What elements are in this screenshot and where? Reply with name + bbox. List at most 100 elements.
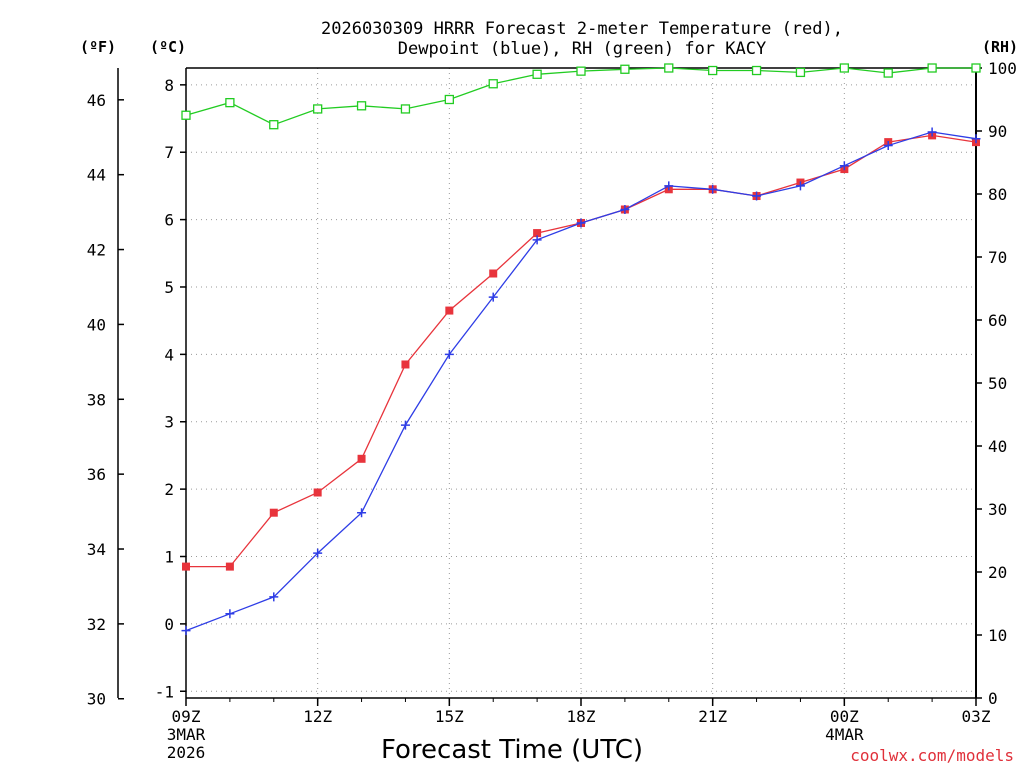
rh-point [576, 66, 586, 76]
rh-point [532, 69, 542, 79]
celsius-tick-label: 6 [164, 211, 174, 230]
rh-tick-label: 100 [988, 59, 1017, 78]
fahrenheit-tick-label: 36 [87, 465, 106, 484]
dewpoint-point [357, 508, 367, 518]
rh-point [400, 104, 411, 114]
rh-tick-label: 60 [988, 311, 1007, 330]
x-tick-label: 09Z [172, 707, 201, 726]
rh-tick-label: 30 [988, 500, 1007, 519]
fahrenheit-tick-label: 40 [87, 315, 106, 334]
dewpoint-line [185, 131, 977, 632]
rh-point [839, 63, 849, 73]
temperature-point [182, 562, 190, 571]
x-tick-label: 18Z [567, 707, 596, 726]
dewpoint-point [839, 161, 849, 171]
fahrenheit-tick-label: 46 [87, 91, 106, 110]
celsius-tick-label: 1 [164, 548, 174, 567]
x-tick-label: 21Z [698, 707, 727, 726]
fahrenheit-tick-label: 32 [87, 615, 106, 634]
rh-point [181, 110, 191, 120]
dewpoint-point [664, 181, 674, 191]
fahrenheit-tick-label: 34 [87, 540, 106, 559]
temperature-point [445, 306, 454, 315]
rh-tick-label: 70 [988, 248, 1007, 267]
celsius-tick-label: 0 [164, 615, 174, 634]
dewpoint-point [927, 127, 937, 137]
rh-point [883, 68, 893, 78]
dewpoint-point [488, 292, 498, 302]
chart-title-line1: 2026030309 HRRR Forecast 2-meter Tempera… [321, 19, 843, 39]
celsius-unit-label: (ºC) [150, 38, 186, 56]
dewpoint-point [576, 218, 586, 228]
celsius-tick-label: 8 [164, 76, 174, 95]
rh-point [751, 65, 762, 76]
rh-point [313, 104, 323, 114]
rh-unit-label: (RH) [982, 38, 1018, 56]
x-axis-title: Forecast Time (UTC) [381, 735, 643, 765]
temperature-line [186, 134, 977, 568]
chart-title-line2: Dewpoint (blue), RH (green) for KACY [398, 39, 766, 59]
rh-point [225, 98, 235, 108]
rh-tick-label: 90 [988, 122, 1007, 141]
dewpoint-point [400, 420, 410, 430]
celsius-tick-label: 7 [164, 143, 174, 162]
fahrenheit-tick-label: 42 [87, 241, 106, 260]
rh-point [356, 101, 367, 111]
dewpoint-point [225, 609, 235, 619]
fahrenheit-tick-label: 38 [87, 390, 106, 409]
dewpoint-point [181, 626, 191, 636]
rh-point [708, 65, 718, 76]
x-tick-label: 15Z [435, 707, 464, 726]
rh-line [185, 67, 976, 126]
rh-point [444, 94, 454, 105]
dewpoint-point [313, 548, 323, 558]
dewpoint-point [883, 140, 893, 150]
fahrenheit-unit-label: (ºF) [80, 38, 116, 56]
temperature-point [225, 562, 234, 571]
credit-text: coolwx.com/models [850, 746, 1014, 765]
rh-point [488, 79, 498, 89]
x-tick-date-label: 3MAR [167, 725, 206, 744]
dewpoint-point [971, 134, 981, 144]
dewpoint-point [620, 204, 630, 214]
rh-point [927, 63, 937, 73]
celsius-tick-label: 2 [164, 480, 174, 499]
dewpoint-point [269, 592, 279, 602]
rh-tick-label: 0 [988, 689, 998, 708]
rh-point [664, 63, 674, 73]
tick-labels: -101234567830323436384042444601020304050… [87, 59, 1017, 762]
dewpoint-point [708, 184, 718, 194]
rh-point [269, 120, 279, 130]
rh-tick-label: 50 [988, 374, 1007, 393]
rh-tick-label: 40 [988, 437, 1007, 456]
fahrenheit-tick-label: 30 [87, 690, 106, 709]
x-tick-label: 12Z [303, 707, 332, 726]
rh-tick-label: 10 [988, 626, 1007, 645]
x-tick-label: 03Z [962, 707, 991, 726]
rh-tick-label: 20 [988, 563, 1007, 582]
grid-lines [185, 68, 977, 698]
rh-point [971, 63, 981, 73]
rh-tick-label: 80 [988, 185, 1007, 204]
temperature-point [489, 269, 498, 278]
x-tick-date-label: 4MAR [825, 725, 864, 744]
celsius-tick-label: 5 [164, 278, 174, 297]
rh-point [795, 67, 806, 78]
celsius-tick-label: 3 [164, 413, 174, 432]
temperature-point [313, 488, 322, 497]
temperature-point [401, 360, 410, 369]
dewpoint-point [444, 349, 454, 359]
dewpoint-point [795, 181, 805, 191]
fahrenheit-tick-label: 44 [87, 166, 106, 185]
dewpoint-point [752, 191, 762, 201]
x-tick-year-label: 2026 [167, 743, 206, 762]
rh-point [620, 64, 630, 74]
temperature-point [533, 229, 542, 238]
celsius-tick-label: 4 [164, 345, 174, 364]
x-tick-label: 00Z [830, 707, 859, 726]
dewpoint-point [532, 235, 542, 245]
celsius-tick-label: -1 [155, 682, 174, 701]
temperature-point [269, 508, 278, 517]
data-series [181, 63, 981, 636]
